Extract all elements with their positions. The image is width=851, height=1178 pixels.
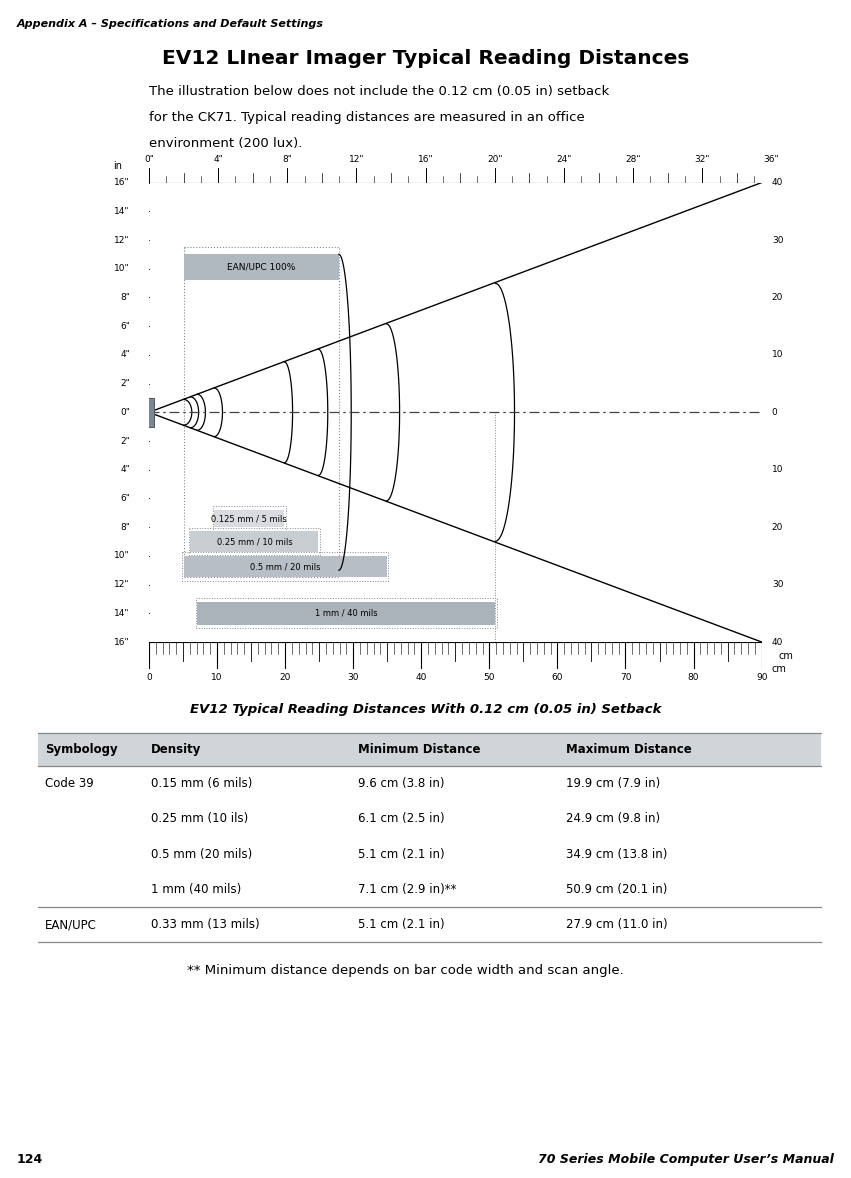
Text: EV12 LInear Imager Typical Reading Distances: EV12 LInear Imager Typical Reading Dista… — [162, 49, 689, 68]
Text: 0: 0 — [146, 673, 151, 682]
Text: 16": 16" — [114, 178, 130, 187]
Text: in: in — [112, 161, 122, 171]
Text: 9.6 cm (3.8 in): 9.6 cm (3.8 in) — [358, 776, 445, 790]
Text: Appendix A – Specifications and Default Settings: Appendix A – Specifications and Default … — [17, 19, 324, 28]
Text: 4": 4" — [214, 155, 223, 165]
Text: Symbology: Symbology — [45, 742, 117, 756]
Text: 16": 16" — [418, 155, 433, 165]
Text: The illustration below does not include the 0.12 cm (0.05 in) setback: The illustration below does not include … — [149, 85, 609, 98]
Text: 0.25 mm (10 ils): 0.25 mm (10 ils) — [151, 812, 248, 826]
Text: 0.5 mm / 20 mils: 0.5 mm / 20 mils — [250, 562, 320, 571]
Text: 40: 40 — [772, 178, 783, 187]
Text: 8": 8" — [120, 523, 130, 531]
Text: 12": 12" — [349, 155, 364, 165]
Text: 14": 14" — [114, 609, 130, 617]
Text: 5.1 cm (2.1 in): 5.1 cm (2.1 in) — [358, 847, 445, 861]
Text: environment (200 lux).: environment (200 lux). — [149, 137, 302, 150]
Text: 0.125 mm / 5 mils: 0.125 mm / 5 mils — [211, 514, 288, 523]
Bar — [137, 398, 154, 426]
Text: 24": 24" — [557, 155, 572, 165]
Text: 20": 20" — [487, 155, 503, 165]
Text: 32": 32" — [694, 155, 710, 165]
Text: 40: 40 — [415, 673, 427, 682]
Text: ** Minimum distance depends on bar code width and scan angle.: ** Minimum distance depends on bar code … — [187, 964, 624, 977]
Bar — [191, 531, 318, 551]
Text: 4": 4" — [120, 350, 130, 359]
Text: 70 Series Mobile Computer User’s Manual: 70 Series Mobile Computer User’s Manual — [538, 1153, 834, 1166]
Text: 2": 2" — [120, 437, 130, 445]
Text: 60: 60 — [551, 673, 563, 682]
Text: 19.9 cm (7.9 in): 19.9 cm (7.9 in) — [566, 776, 660, 790]
Text: 7.1 cm (2.9 in)**: 7.1 cm (2.9 in)** — [358, 882, 457, 896]
Text: 0.25 mm / 10 mils: 0.25 mm / 10 mils — [216, 537, 293, 547]
Text: 30: 30 — [347, 673, 359, 682]
Text: 10: 10 — [211, 673, 223, 682]
Text: Maximum Distance: Maximum Distance — [566, 742, 692, 756]
Text: 6.1 cm (2.5 in): 6.1 cm (2.5 in) — [358, 812, 445, 826]
Text: 50: 50 — [483, 673, 495, 682]
Text: Minimum Distance: Minimum Distance — [358, 742, 481, 756]
Text: 8": 8" — [283, 155, 292, 165]
Text: 0.33 mm (13 mils): 0.33 mm (13 mils) — [151, 918, 260, 932]
Text: 80: 80 — [688, 673, 700, 682]
Text: 24.9 cm (9.8 in): 24.9 cm (9.8 in) — [566, 812, 660, 826]
Text: EAN/UPC 100%: EAN/UPC 100% — [227, 263, 295, 272]
Text: 20: 20 — [279, 673, 291, 682]
Text: 1 mm / 40 mils: 1 mm / 40 mils — [315, 609, 378, 617]
Text: 10: 10 — [772, 350, 784, 359]
Text: 8": 8" — [120, 293, 130, 302]
Text: 0.15 mm (6 mils): 0.15 mm (6 mils) — [151, 776, 252, 790]
Text: cm: cm — [771, 663, 786, 674]
Text: for the CK71. Typical reading distances are measured in an office: for the CK71. Typical reading distances … — [149, 111, 585, 124]
Text: 28": 28" — [625, 155, 641, 165]
Text: 1 mm (40 mils): 1 mm (40 mils) — [151, 882, 241, 896]
Text: 30: 30 — [772, 236, 784, 245]
Text: 5.1 cm (2.1 in): 5.1 cm (2.1 in) — [358, 918, 445, 932]
Text: 0": 0" — [144, 155, 154, 165]
Text: 20: 20 — [772, 293, 783, 302]
Text: 20: 20 — [772, 523, 783, 531]
Bar — [184, 556, 386, 577]
Text: 27.9 cm (11.0 in): 27.9 cm (11.0 in) — [566, 918, 667, 932]
Text: 10": 10" — [114, 264, 130, 273]
Text: 90: 90 — [756, 673, 768, 682]
Text: 14": 14" — [114, 207, 130, 216]
Text: 6": 6" — [120, 322, 130, 331]
Text: Density: Density — [151, 742, 201, 756]
Text: 12": 12" — [114, 580, 130, 589]
Text: 10: 10 — [772, 465, 784, 475]
Text: 70: 70 — [620, 673, 631, 682]
Text: 0: 0 — [772, 408, 778, 417]
Text: 16": 16" — [114, 637, 130, 647]
Text: 6": 6" — [120, 494, 130, 503]
Text: EV12 Typical Reading Distances With 0.12 cm (0.05 in) Setback: EV12 Typical Reading Distances With 0.12… — [190, 703, 661, 716]
Text: 4": 4" — [120, 465, 130, 475]
Text: 12": 12" — [114, 236, 130, 245]
Text: 30: 30 — [772, 580, 784, 589]
Text: 0.5 mm (20 mils): 0.5 mm (20 mils) — [151, 847, 252, 861]
Text: Code 39: Code 39 — [45, 776, 94, 790]
Text: EAN/UPC: EAN/UPC — [45, 918, 97, 932]
Text: 50.9 cm (20.1 in): 50.9 cm (20.1 in) — [566, 882, 667, 896]
Text: 40: 40 — [772, 637, 783, 647]
Text: 2": 2" — [120, 379, 130, 388]
Text: 124: 124 — [17, 1153, 43, 1166]
Text: 36": 36" — [763, 155, 780, 165]
Bar — [214, 510, 284, 528]
Text: 0": 0" — [120, 408, 130, 417]
Text: 34.9 cm (13.8 in): 34.9 cm (13.8 in) — [566, 847, 667, 861]
Bar — [184, 254, 339, 280]
Text: cm: cm — [779, 651, 793, 661]
Text: 10": 10" — [114, 551, 130, 561]
Bar — [197, 602, 495, 624]
